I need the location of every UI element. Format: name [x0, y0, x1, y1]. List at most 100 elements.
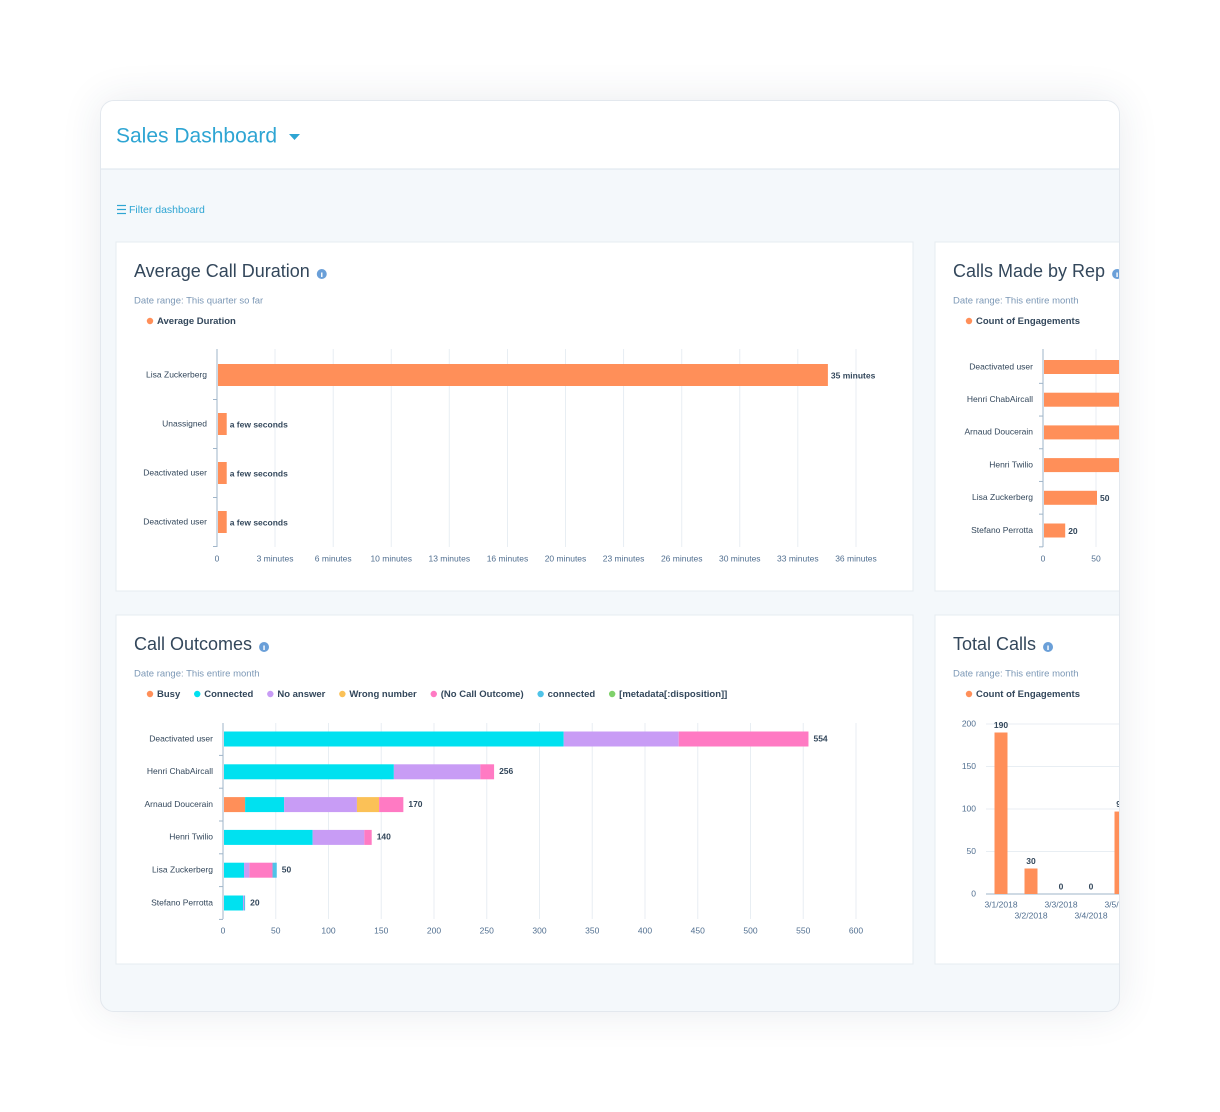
x-tick-label: 50 — [1091, 553, 1101, 563]
card-subtitle: Date range: This entire month — [134, 669, 260, 680]
filter-dashboard[interactable]: Filter dashboard — [129, 204, 205, 216]
bar — [1044, 490, 1097, 505]
card-subtitle: Date range: This quarter so far — [134, 296, 263, 307]
x-tick-label: 0 — [215, 553, 220, 563]
legend-dot — [430, 690, 437, 698]
category-label: Henri ChabAircall — [147, 766, 213, 776]
legend-label: Busy — [157, 689, 181, 700]
bar-segment — [678, 731, 809, 747]
value-label: 35 minutes — [831, 370, 876, 380]
dashboard-title[interactable]: Sales Dashboard — [116, 125, 277, 148]
x-tick-label: 3/4/2018 — [1074, 910, 1107, 920]
bar-segment — [224, 862, 245, 878]
total-label: 50 — [282, 864, 292, 874]
value-label: 97 — [1116, 799, 1120, 809]
bar — [218, 413, 227, 435]
category-label: Arnaud Doucerain — [964, 427, 1033, 437]
card — [115, 614, 914, 965]
category-label: Lisa Zuckerberg — [152, 864, 213, 874]
dropdown-caret[interactable] — [289, 134, 300, 140]
x-tick-label: 0 — [221, 925, 226, 935]
bar-segment — [224, 731, 564, 747]
y-tick-label: 0 — [971, 888, 976, 898]
value-label: a few seconds — [230, 468, 288, 478]
legend-label: Count of Engagements — [976, 689, 1080, 700]
value-label: a few seconds — [230, 517, 288, 527]
bar — [1044, 523, 1066, 538]
category-label: Deactivated user — [149, 733, 213, 743]
x-tick-label: 36 minutes — [835, 553, 877, 563]
legend-label: Wrong number — [349, 689, 417, 700]
legend-dot — [267, 690, 274, 698]
category-label: Henri ChabAircall — [967, 394, 1033, 404]
bar-segment — [224, 829, 313, 845]
y-tick-label: 200 — [962, 718, 976, 728]
bar — [1044, 360, 1119, 374]
legend-label: connected — [548, 689, 596, 700]
card — [934, 241, 1119, 592]
filter-icon — [117, 204, 126, 215]
x-tick-label: 100 — [321, 925, 335, 935]
x-tick-label: 20 minutes — [545, 553, 587, 563]
legend-label: No answer — [277, 689, 325, 700]
legend-dot — [965, 690, 973, 698]
bar-segment — [245, 797, 285, 813]
x-tick-label: 150 — [374, 925, 388, 935]
x-tick-label: 6 minutes — [315, 553, 352, 563]
card — [115, 241, 914, 592]
x-tick-label: 250 — [480, 925, 494, 935]
x-tick-label: 3/1/2018 — [984, 899, 1017, 909]
bar-segment — [284, 797, 357, 813]
bar — [1044, 425, 1119, 440]
y-tick-label: 150 — [962, 761, 976, 771]
x-tick-label: 600 — [849, 925, 863, 935]
bar — [218, 462, 227, 484]
category-label: Stefano Perrotta — [971, 525, 1033, 535]
x-tick-label: 0 — [1041, 553, 1046, 563]
legend-dot — [537, 690, 544, 698]
x-tick-label: 16 minutes — [487, 553, 529, 563]
category-label: Deactivated user — [143, 467, 207, 477]
bar — [1114, 811, 1119, 894]
bar-segment — [272, 862, 277, 878]
category-label: Deactivated user — [969, 361, 1033, 371]
legend-dot — [146, 690, 154, 698]
bar-segment — [242, 895, 245, 911]
legend-label: [metadata[:disposition]] — [619, 689, 727, 700]
legend-label: Average Duration — [157, 316, 236, 327]
value-label: 30 — [1026, 856, 1036, 866]
x-tick-label: 13 minutes — [428, 553, 470, 563]
value-label: 20 — [1068, 526, 1078, 536]
x-tick-label: 3/3/2018 — [1044, 899, 1077, 909]
total-label: 170 — [408, 799, 422, 809]
header-bar — [101, 101, 1119, 169]
bar-segment — [224, 797, 246, 813]
bar — [1024, 868, 1038, 894]
value-label: 190 — [994, 720, 1008, 730]
x-tick-label: 3 minutes — [257, 553, 294, 563]
bar-segment — [224, 764, 394, 780]
card-subtitle: Date range: This entire month — [953, 296, 1079, 307]
card-subtitle: Date range: This entire month — [953, 669, 1079, 680]
bar — [218, 364, 828, 386]
bar-segment — [312, 829, 365, 845]
bar-segment — [224, 895, 243, 911]
card-title: Total Calls — [953, 634, 1036, 654]
total-label: 20 — [250, 897, 260, 907]
x-tick-label: 10 minutes — [370, 553, 412, 563]
bar-segment — [563, 731, 679, 747]
total-label: 140 — [377, 832, 391, 842]
legend-label: (No Call Outcome) — [441, 689, 524, 700]
x-tick-label: 300 — [532, 925, 546, 935]
card — [934, 614, 1119, 965]
x-tick-label: 450 — [691, 925, 705, 935]
total-label: 256 — [499, 766, 513, 776]
bar-segment — [249, 862, 273, 878]
category-label: Lisa Zuckerberg — [146, 369, 207, 379]
x-tick-label: 550 — [796, 925, 810, 935]
x-tick-label: 350 — [585, 925, 599, 935]
dashboard: Sales Dashboard Filter dashboard Average… — [101, 101, 1120, 965]
bar — [218, 511, 227, 533]
value-label: a few seconds — [230, 419, 288, 429]
